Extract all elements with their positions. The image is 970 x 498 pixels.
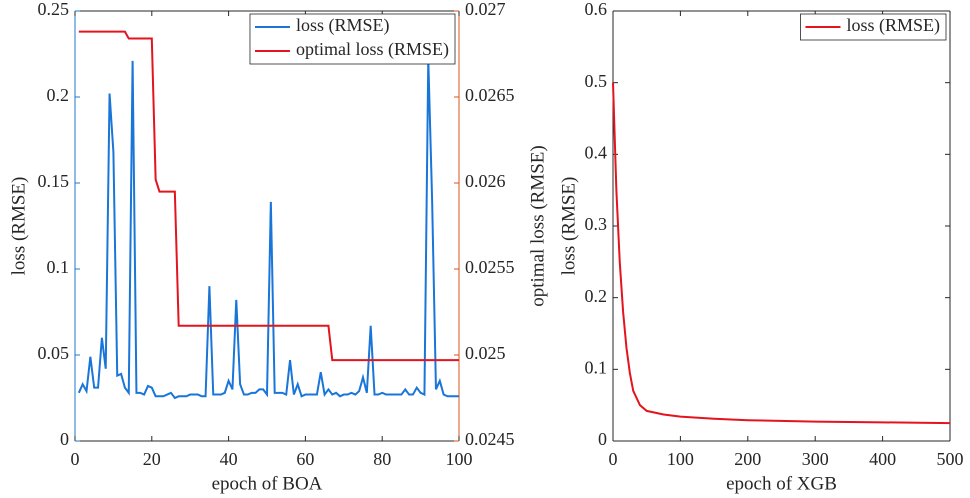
x-tick-label: 100 (667, 449, 694, 469)
x-tick-label: 300 (802, 449, 829, 469)
x-axis-label: epoch of BOA (212, 473, 323, 494)
line-series (77, 59, 459, 400)
y-tick-label: 0.2 (47, 85, 70, 105)
x-tick-label: 200 (734, 449, 761, 469)
y-tick-label: 0.5 (585, 71, 608, 91)
y-tick-label: 0.15 (38, 171, 70, 191)
x-tick-label: 100 (446, 449, 473, 469)
legend-box (249, 13, 456, 65)
x-tick-label: 60 (296, 449, 314, 469)
y2-tick-label: 0.0255 (465, 257, 515, 277)
line-series (78, 30, 459, 362)
y-axis-label: loss (RMSE) (8, 177, 29, 276)
y2-tick-label: 0.0265 (465, 85, 515, 105)
x-tick-label: 0 (71, 449, 80, 469)
x-tick-label: 0 (609, 449, 618, 469)
y-tick-label: 0.1 (47, 257, 70, 277)
y2-tick-label: 0.0245 (465, 429, 515, 449)
y-tick-label: 0.6 (585, 0, 608, 19)
legend-label: optimal loss (RMSE) (296, 39, 449, 60)
y-tick-label: 0.05 (38, 343, 70, 363)
y-tick-label: 0.3 (585, 214, 608, 234)
y-tick-label: 0 (60, 429, 69, 449)
legend-label: loss (RMSE) (296, 15, 390, 36)
legend-label: loss (RMSE) (846, 15, 940, 36)
x-axis-label: epoch of XGB (726, 473, 837, 494)
x-tick-label: 400 (869, 449, 896, 469)
line-series (612, 82, 951, 425)
y2-tick-label: 0.026 (465, 171, 506, 191)
y2-axis-label: optimal loss (RMSE) (527, 145, 548, 307)
y-tick-label: 0.25 (38, 0, 70, 19)
y2-tick-label: 0.025 (465, 343, 506, 363)
y-tick-label: 0 (598, 429, 607, 449)
y-tick-label: 0.1 (585, 357, 608, 377)
x-tick-label: 80 (373, 449, 391, 469)
x-tick-label: 500 (937, 449, 964, 469)
y-tick-label: 0.4 (585, 142, 608, 162)
y2-tick-label: 0.027 (465, 0, 506, 19)
y-tick-label: 0.2 (585, 286, 608, 306)
x-tick-label: 40 (220, 449, 238, 469)
x-tick-label: 20 (143, 449, 161, 469)
y-axis-label: loss (RMSE) (558, 177, 579, 276)
